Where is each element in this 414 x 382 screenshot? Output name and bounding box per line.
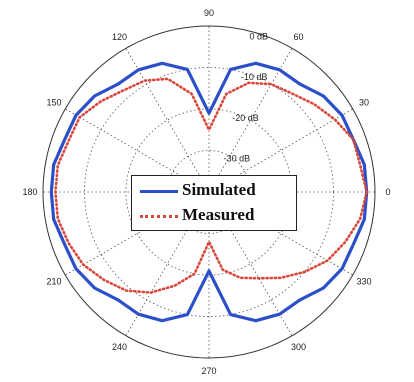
- angle-tick-label: 30: [359, 98, 369, 108]
- angle-tick-label: 60: [293, 32, 303, 42]
- radial-tick-label: 0 dB: [250, 32, 269, 42]
- radial-tick-label: -10 dB: [241, 72, 268, 82]
- series-layer: [49, 61, 369, 323]
- legend-label-measured: Measured: [182, 205, 255, 224]
- series-line-measured: [54, 77, 369, 294]
- angle-tick-label: 150: [46, 98, 61, 108]
- angle-tick-label: 300: [291, 342, 306, 352]
- radial-tick-label: -20 dB: [232, 113, 259, 123]
- legend-item-simulated: Simulated: [132, 179, 296, 203]
- angle-tick-label: 180: [22, 187, 37, 197]
- tick-labels: 0 30 60 90 120 150 180 210 240 270 300 330 0 dB -10 d…: [22, 8, 390, 376]
- radial-tick-label: -30 dB: [224, 153, 251, 163]
- angle-tick-label: 240: [112, 342, 127, 352]
- legend: Simulated Measured: [131, 175, 297, 231]
- legend-swatch-measured: [140, 215, 178, 218]
- series-line-simulated: [49, 61, 369, 323]
- angle-tick-label: 120: [112, 32, 127, 42]
- angle-tick-label: 210: [46, 277, 61, 287]
- angle-tick-label: 330: [357, 277, 372, 287]
- angle-tick-label: 0: [385, 187, 390, 197]
- legend-swatch-simulated: [140, 190, 178, 193]
- angle-tick-label: 270: [201, 366, 216, 376]
- angle-tick-label: 90: [204, 8, 214, 18]
- legend-label-simulated: Simulated: [182, 180, 256, 199]
- outer-ring: [42, 25, 376, 359]
- legend-item-measured: Measured: [132, 204, 296, 228]
